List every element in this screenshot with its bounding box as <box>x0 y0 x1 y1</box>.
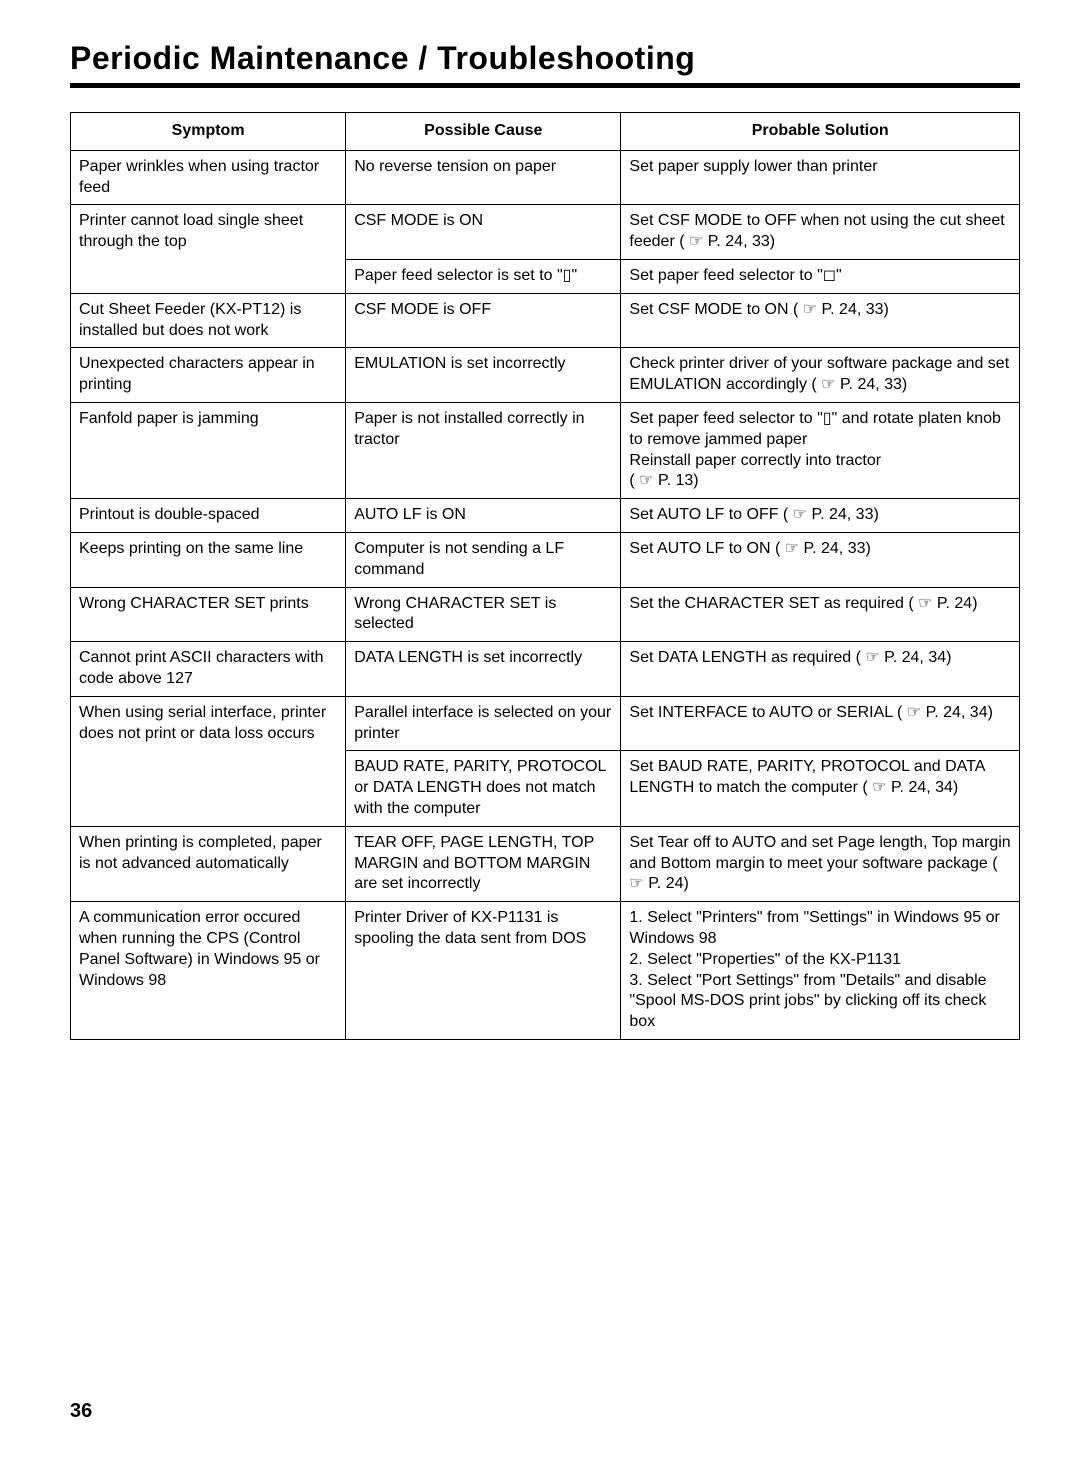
table-header-row: Symptom Possible Cause Probable Solution <box>71 113 1020 151</box>
cell-cause: Paper feed selector is set to "▯" <box>346 259 621 293</box>
table-row: Unexpected characters appear in printing… <box>71 348 1020 403</box>
cell-solution: Set AUTO LF to ON ( ☞ P. 24, 33) <box>621 532 1020 587</box>
cell-solution: Set paper supply lower than printer <box>621 150 1020 205</box>
cell-solution: Set BAUD RATE, PARITY, PROTOCOL and DATA… <box>621 751 1020 826</box>
table-row: Printer cannot load single sheet through… <box>71 205 1020 260</box>
cell-cause: Computer is not sending a LF command <box>346 532 621 587</box>
col-cause: Possible Cause <box>346 113 621 151</box>
cell-solution: Set DATA LENGTH as required ( ☞ P. 24, 3… <box>621 642 1020 697</box>
table-row: When using serial interface, printer doe… <box>71 696 1020 751</box>
cell-symptom: Wrong CHARACTER SET prints <box>71 587 346 642</box>
cell-solution: Set paper feed selector to "▯" and rotat… <box>621 402 1020 498</box>
cell-symptom: Cannot print ASCII characters with code … <box>71 642 346 697</box>
troubleshooting-table: Symptom Possible Cause Probable Solution… <box>70 112 1020 1040</box>
col-symptom: Symptom <box>71 113 346 151</box>
cell-symptom: Paper wrinkles when using tractor feed <box>71 150 346 205</box>
cell-cause: BAUD RATE, PARITY, PROTOCOL or DATA LENG… <box>346 751 621 826</box>
cell-solution: Set AUTO LF to OFF ( ☞ P. 24, 33) <box>621 499 1020 533</box>
cell-solution: Check printer driver of your software pa… <box>621 348 1020 403</box>
cell-cause: Parallel interface is selected on your p… <box>346 696 621 751</box>
cell-symptom: Unexpected characters appear in printing <box>71 348 346 403</box>
cell-cause: No reverse tension on paper <box>346 150 621 205</box>
cell-cause: DATA LENGTH is set incorrectly <box>346 642 621 697</box>
cell-cause: TEAR OFF, PAGE LENGTH, TOP MARGIN and BO… <box>346 826 621 901</box>
cell-solution: Set the CHARACTER SET as required ( ☞ P.… <box>621 587 1020 642</box>
page-number: 36 <box>70 1400 1020 1423</box>
table-row: Wrong CHARACTER SET prints Wrong CHARACT… <box>71 587 1020 642</box>
cell-symptom: When using serial interface, printer doe… <box>71 696 346 826</box>
cell-cause: Wrong CHARACTER SET is selected <box>346 587 621 642</box>
cell-cause: CSF MODE is ON <box>346 205 621 260</box>
col-solution: Probable Solution <box>621 113 1020 151</box>
table-row: Cannot print ASCII characters with code … <box>71 642 1020 697</box>
cell-cause: EMULATION is set incorrectly <box>346 348 621 403</box>
title-rule <box>70 83 1020 88</box>
table-row: A communication error occured when runni… <box>71 902 1020 1040</box>
page-title: Periodic Maintenance / Troubleshooting <box>70 40 1020 77</box>
cell-cause: Paper is not installed correctly in trac… <box>346 402 621 498</box>
table-row: When printing is completed, paper is not… <box>71 826 1020 901</box>
cell-symptom: Printout is double-spaced <box>71 499 346 533</box>
cell-solution: Set Tear off to AUTO and set Page length… <box>621 826 1020 901</box>
table-row: Paper wrinkles when using tractor feed N… <box>71 150 1020 205</box>
cell-solution: Set CSF MODE to ON ( ☞ P. 24, 33) <box>621 293 1020 348</box>
cell-solution: 1. Select "Printers" from "Settings" in … <box>621 902 1020 1040</box>
table-row: Printout is double-spaced AUTO LF is ON … <box>71 499 1020 533</box>
cell-symptom: When printing is completed, paper is not… <box>71 826 346 901</box>
cell-solution: Set INTERFACE to AUTO or SERIAL ( ☞ P. 2… <box>621 696 1020 751</box>
cell-symptom: Cut Sheet Feeder (KX-PT12) is installed … <box>71 293 346 348</box>
cell-cause: CSF MODE is OFF <box>346 293 621 348</box>
table-row: Cut Sheet Feeder (KX-PT12) is installed … <box>71 293 1020 348</box>
table-row: Keeps printing on the same line Computer… <box>71 532 1020 587</box>
cell-symptom: Fanfold paper is jamming <box>71 402 346 498</box>
cell-solution: Set paper feed selector to "◻" <box>621 259 1020 293</box>
cell-cause: AUTO LF is ON <box>346 499 621 533</box>
cell-solution: Set CSF MODE to OFF when not using the c… <box>621 205 1020 260</box>
table-row: Fanfold paper is jamming Paper is not in… <box>71 402 1020 498</box>
cell-symptom: Keeps printing on the same line <box>71 532 346 587</box>
cell-cause: Printer Driver of KX-P1131 is spooling t… <box>346 902 621 1040</box>
cell-symptom: A communication error occured when runni… <box>71 902 346 1040</box>
cell-symptom: Printer cannot load single sheet through… <box>71 205 346 293</box>
